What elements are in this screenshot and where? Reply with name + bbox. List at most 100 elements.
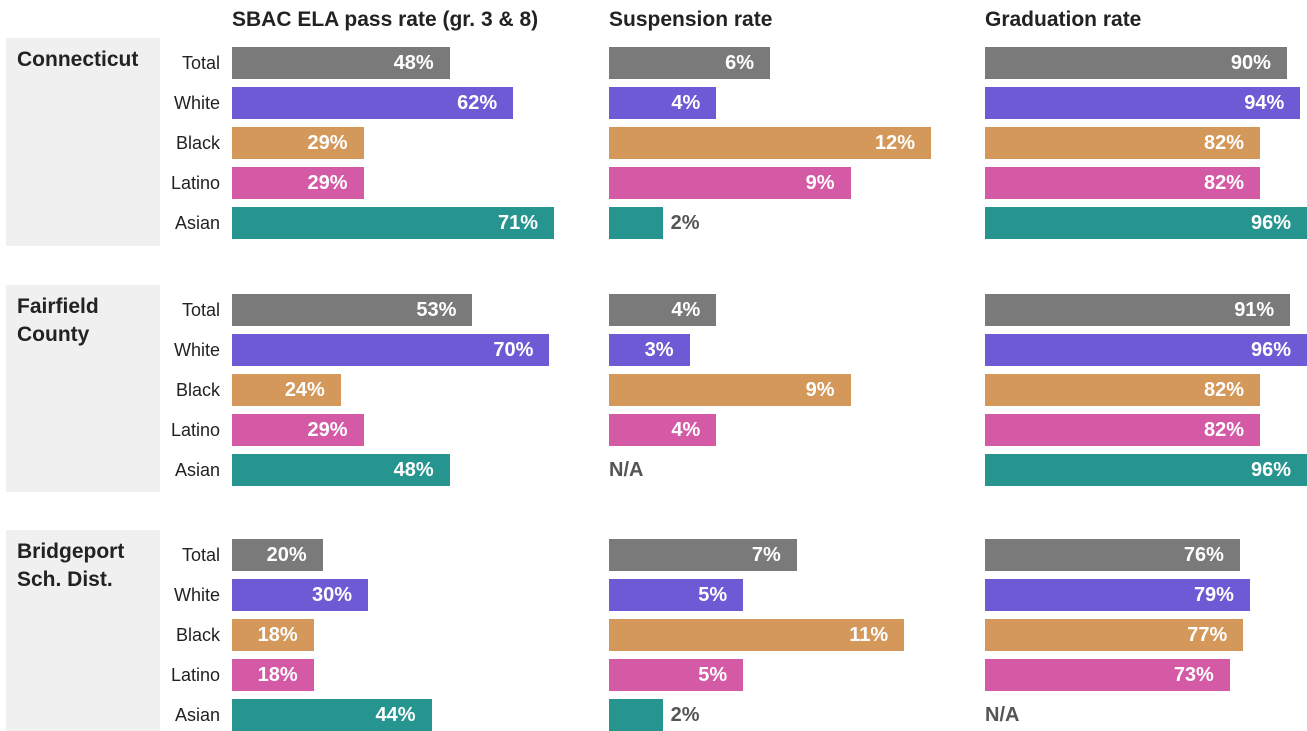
bar	[232, 619, 314, 651]
value-label: 70%	[493, 339, 534, 361]
value-label: 94%	[1244, 92, 1285, 114]
bar	[232, 539, 323, 571]
bar	[232, 699, 432, 731]
value-label: N/A	[609, 459, 644, 481]
bar	[609, 414, 717, 446]
column-title: Suspension rate	[609, 8, 773, 31]
category-label: Latino	[170, 173, 220, 193]
value-label: 18%	[257, 624, 298, 646]
value-label: 91%	[1234, 299, 1275, 321]
bar	[609, 699, 663, 731]
value-label: 20%	[266, 544, 307, 566]
value-label: 76%	[1183, 544, 1224, 566]
bar	[609, 579, 744, 611]
bar	[985, 414, 1261, 446]
column-title: Graduation rate	[985, 8, 1142, 31]
bar	[232, 579, 369, 611]
value-label: 82%	[1204, 172, 1245, 194]
bar	[232, 87, 514, 119]
value-label: 77%	[1187, 624, 1228, 646]
value-label: 4%	[671, 92, 701, 114]
value-label: 7%	[751, 544, 781, 566]
bar	[609, 334, 690, 366]
value-label: 73%	[1173, 664, 1214, 686]
value-label: 82%	[1204, 379, 1245, 401]
bar	[985, 127, 1261, 159]
value-label: 71%	[497, 212, 538, 234]
category-label: Asian	[174, 460, 220, 480]
group-name: Fairfield County	[17, 295, 99, 346]
bar	[232, 127, 364, 159]
value-label: 12%	[874, 132, 915, 154]
category-label: Asian	[174, 705, 220, 725]
value-label: 96%	[1250, 459, 1291, 481]
value-label: 29%	[307, 132, 348, 154]
value-label: 79%	[1193, 584, 1234, 606]
bar	[232, 659, 314, 691]
category-label: White	[173, 340, 220, 360]
value-label: 3%	[644, 339, 674, 361]
value-label: 6%	[725, 52, 754, 74]
value-label: 53%	[416, 299, 457, 321]
value-label: 29%	[307, 172, 348, 194]
bar	[985, 579, 1250, 611]
bar	[985, 87, 1301, 119]
value-label: 96%	[1250, 339, 1291, 361]
category-label: Total	[181, 300, 220, 320]
group-box: Bridgeport Sch. Dist.	[6, 530, 160, 731]
bar	[609, 87, 717, 119]
value-label: 4%	[671, 419, 701, 441]
column-title: SBAC ELA pass rate (gr. 3 & 8)	[232, 8, 539, 31]
bar	[609, 539, 797, 571]
bar	[232, 47, 450, 79]
category-label: Latino	[170, 420, 220, 440]
value-label: 18%	[257, 664, 298, 686]
value-label: 62%	[457, 92, 498, 114]
value-label: 90%	[1230, 52, 1271, 74]
value-label: 30%	[312, 584, 353, 606]
value-label: 82%	[1204, 132, 1245, 154]
value-label: 24%	[284, 379, 325, 401]
category-label: Asian	[174, 213, 220, 233]
bar	[609, 207, 663, 239]
bar	[609, 47, 770, 79]
value-label: 48%	[393, 459, 434, 481]
value-label: 82%	[1204, 419, 1245, 441]
value-label: 48%	[393, 52, 434, 74]
group-name: Connecticut	[17, 48, 139, 71]
category-label: Black	[175, 380, 220, 400]
bar	[609, 294, 717, 326]
bar	[985, 374, 1261, 406]
bar	[609, 167, 851, 199]
bar	[985, 294, 1291, 326]
bar	[232, 207, 554, 239]
value-label: 5%	[698, 664, 728, 686]
bar	[609, 659, 744, 691]
bar	[609, 619, 905, 651]
bar	[232, 334, 550, 366]
category-label: Black	[175, 625, 220, 645]
bar	[985, 619, 1244, 651]
category-label: White	[173, 585, 220, 605]
value-label: 11%	[849, 624, 889, 646]
bar	[232, 454, 450, 486]
value-label: 9%	[805, 379, 835, 401]
category-label: White	[173, 93, 220, 113]
value-label: 9%	[805, 172, 835, 194]
bar	[985, 334, 1307, 366]
bar	[609, 127, 931, 159]
bar	[232, 414, 364, 446]
bar	[985, 539, 1240, 571]
value-label: 2%	[670, 212, 700, 234]
value-label: N/A	[985, 704, 1020, 726]
value-label: 96%	[1250, 212, 1291, 234]
bar	[985, 167, 1261, 199]
category-label: Total	[181, 545, 220, 565]
bar	[985, 659, 1230, 691]
bar	[985, 207, 1307, 239]
group-box: Connecticut	[6, 38, 160, 246]
category-label: Total	[181, 53, 220, 73]
value-label: 4%	[671, 299, 701, 321]
bar	[985, 47, 1287, 79]
